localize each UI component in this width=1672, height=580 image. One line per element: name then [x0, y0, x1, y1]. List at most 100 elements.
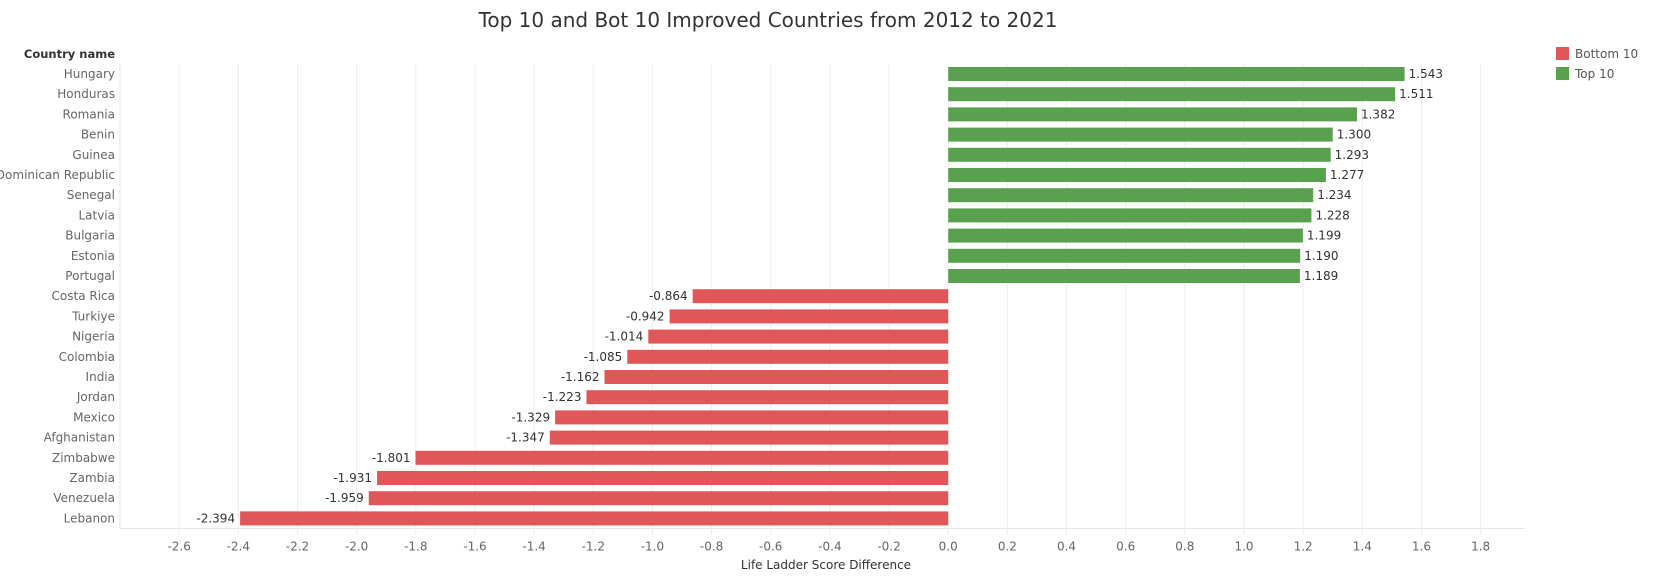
category-label: Latvia — [78, 208, 115, 222]
category-label: Portugal — [65, 269, 115, 283]
bar-zimbabwe[interactable] — [415, 450, 949, 465]
bar-senegal[interactable] — [948, 188, 1314, 203]
value-label: -1.347 — [506, 431, 545, 445]
value-label: -1.014 — [605, 330, 644, 344]
category-label: Zambia — [69, 471, 115, 485]
bar-estonia[interactable] — [948, 248, 1301, 263]
value-label: 1.234 — [1317, 188, 1351, 202]
x-tick-label: 0.6 — [1116, 540, 1135, 554]
category-label: Mexico — [73, 410, 115, 424]
value-label: -1.801 — [372, 451, 411, 465]
x-tick-label: 0.0 — [939, 540, 958, 554]
value-label: 1.189 — [1304, 269, 1338, 283]
bar-jordan[interactable] — [586, 390, 949, 405]
value-label: -1.162 — [561, 370, 600, 384]
x-tick-label: 1.0 — [1234, 540, 1253, 554]
x-tick-label: -1.4 — [522, 540, 545, 554]
x-tick-label: 0.4 — [1057, 540, 1076, 554]
value-label: -2.394 — [196, 511, 235, 525]
x-tick-label: 1.2 — [1294, 540, 1313, 554]
category-label: Senegal — [67, 188, 115, 202]
category-labels: Hungary Honduras Romania Benin Guinea Dominic… — [0, 67, 115, 525]
x-tick-label: -2.6 — [167, 540, 190, 554]
value-label: 1.190 — [1304, 249, 1338, 263]
value-label: 1.293 — [1335, 148, 1369, 162]
x-tick-label: -0.2 — [877, 540, 900, 554]
category-label: India — [86, 370, 115, 384]
legend-swatch — [1556, 67, 1569, 80]
category-label: Afghanistan — [44, 431, 115, 445]
bar-bulgaria[interactable] — [948, 228, 1303, 243]
bar-latvia[interactable] — [948, 208, 1312, 223]
x-tick-label: 0.8 — [1175, 540, 1194, 554]
x-tick-label: 1.8 — [1471, 540, 1490, 554]
legend-swatch — [1556, 47, 1569, 60]
x-tick-label: -0.8 — [700, 540, 723, 554]
row-header: Country name — [24, 47, 115, 61]
x-tick-label: -2.4 — [227, 540, 250, 554]
bar-india[interactable] — [604, 370, 949, 384]
chart-title: Top 10 and Bot 10 Improved Countries fro… — [478, 8, 1058, 32]
x-axis-title: Life Ladder Score Difference — [741, 558, 911, 572]
x-tick-label: -2.2 — [286, 540, 309, 554]
bar-lebanon[interactable] — [240, 511, 949, 526]
bar-nigeria[interactable] — [648, 329, 949, 344]
legend-label: Bottom 10 — [1575, 47, 1638, 61]
x-tick-label: -0.6 — [759, 540, 782, 554]
category-label: Zimbabwe — [52, 451, 115, 465]
bar-costa-rica[interactable] — [692, 289, 949, 304]
value-label: 1.300 — [1337, 128, 1371, 142]
value-label: 1.511 — [1399, 87, 1433, 101]
value-label: -1.085 — [584, 350, 623, 364]
value-label: 1.199 — [1307, 229, 1341, 243]
bar-mexico[interactable] — [555, 410, 949, 425]
value-label: -0.942 — [626, 309, 665, 323]
bars — [240, 67, 1405, 526]
x-tick-label: -1.8 — [404, 540, 427, 554]
value-label: -1.931 — [333, 471, 372, 485]
category-label: Bulgaria — [65, 229, 115, 243]
x-tick-label: -1.0 — [641, 540, 664, 554]
category-label: Estonia — [71, 249, 115, 263]
category-label: Hungary — [64, 67, 115, 81]
category-label: Benin — [81, 128, 115, 142]
x-tick-label: -1.2 — [582, 540, 605, 554]
value-label: -1.329 — [511, 410, 550, 424]
bar-zambia[interactable] — [377, 471, 949, 485]
bar-afghanistan[interactable] — [549, 430, 949, 445]
x-tick-label: 1.6 — [1412, 540, 1431, 554]
x-tick-label: 1.4 — [1353, 540, 1372, 554]
value-label: -1.959 — [325, 491, 364, 505]
legend-label: Top 10 — [1574, 67, 1614, 81]
x-tick-label: -2.0 — [345, 540, 368, 554]
bar-romania[interactable] — [948, 107, 1357, 122]
category-label: Turkiye — [71, 309, 115, 323]
value-label: 1.277 — [1330, 168, 1364, 182]
legend: Bottom 10 Top 10 — [1556, 47, 1638, 81]
category-label: Romania — [63, 107, 115, 121]
x-tick-label: 0.2 — [998, 540, 1017, 554]
bar-portugal[interactable] — [948, 269, 1300, 283]
bar-guinea[interactable] — [948, 147, 1331, 162]
value-label: 1.228 — [1315, 208, 1349, 222]
bar-benin[interactable] — [948, 127, 1333, 142]
category-label: Guinea — [72, 148, 115, 162]
value-labels: 1.543 1.511 1.382 1.300 1.293 1.277 1.234 1.228… — [196, 67, 1443, 525]
bar-colombia[interactable] — [627, 349, 949, 364]
category-label: Venezuela — [53, 491, 115, 505]
category-label: Lebanon — [64, 511, 115, 525]
x-tick-label: -1.6 — [463, 540, 486, 554]
value-label: 1.543 — [1409, 67, 1443, 81]
category-label: Costa Rica — [52, 289, 115, 303]
bar-turkiye[interactable] — [669, 309, 949, 324]
bar-dominican-republic[interactable] — [948, 168, 1326, 182]
bar-venezuela[interactable] — [368, 491, 949, 506]
value-label: 1.382 — [1361, 107, 1395, 121]
bar-honduras[interactable] — [948, 87, 1396, 102]
category-label: Nigeria — [72, 330, 115, 344]
value-label: -0.864 — [649, 289, 688, 303]
category-label: Jordan — [76, 390, 115, 404]
bar-hungary[interactable] — [948, 67, 1405, 81]
x-tick-label: -0.4 — [818, 540, 841, 554]
